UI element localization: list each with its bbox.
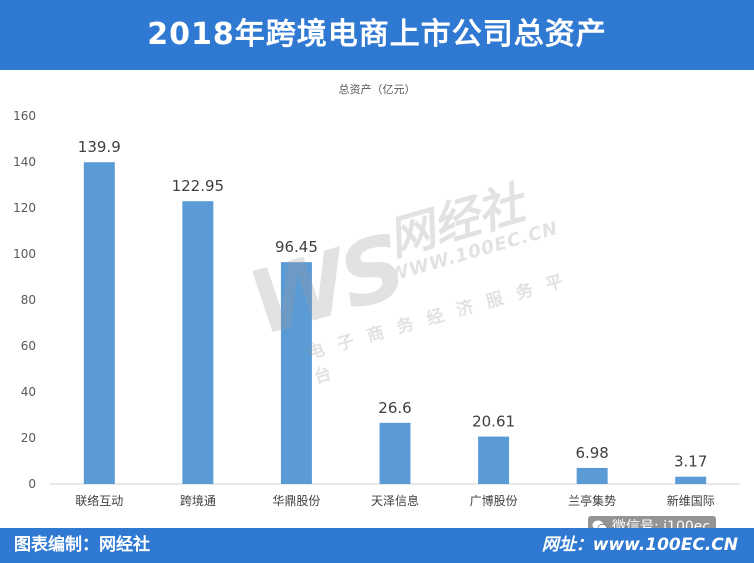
y-tick-label: 80 [21, 293, 36, 307]
category-label: 华鼎股份 [272, 494, 320, 508]
data-label: 26.6 [378, 399, 411, 417]
footer-credit: 图表编制：网经社 [14, 535, 150, 555]
data-label: 96.45 [275, 238, 318, 256]
x-axis: 联络互动 跨境通 华鼎股份 天泽信息 广博股份 兰亭集势 新维国际 [50, 483, 740, 508]
y-tick-label: 60 [21, 339, 36, 353]
y-tick-label: 0 [28, 477, 36, 491]
bar [379, 422, 411, 484]
data-label: 20.61 [472, 413, 515, 431]
data-label: 139.9 [78, 138, 121, 156]
y-tick-label: 20 [21, 431, 36, 445]
bar [478, 436, 510, 484]
y-tick-label: 120 [13, 201, 36, 215]
bar [280, 262, 312, 484]
bar [576, 467, 608, 484]
category-label: 广博股份 [470, 493, 518, 508]
y-tick-label: 160 [13, 109, 36, 123]
legend-label: 总资产（亿元） [339, 82, 416, 96]
data-label: 3.17 [674, 453, 707, 471]
category-label: 跨境通 [180, 493, 216, 508]
footer-website: 网址：www.100EC.CN [541, 535, 738, 555]
footer-band: 图表编制：网经社 网址：www.100EC.CN [0, 528, 754, 563]
category-label: 天泽信息 [371, 493, 419, 508]
y-tick-label: 40 [21, 385, 36, 399]
data-label: 6.98 [575, 444, 608, 462]
category-label: 联络互动 [75, 493, 123, 508]
bar [182, 201, 214, 484]
y-tick-label: 140 [13, 155, 36, 169]
bar [83, 162, 115, 485]
y-axis: 0 20 40 60 80 100 120 140 160 [13, 109, 36, 491]
data-labels: 139.9 122.95 96.45 26.6 20.61 6.98 3.17 [78, 138, 708, 470]
bars [83, 162, 707, 485]
y-tick-label: 100 [13, 247, 36, 261]
data-label: 122.95 [172, 177, 225, 195]
bar-chart: 总资产（亿元） 0 20 40 60 80 100 120 140 160 联络互动 跨境通 华鼎股… [13, 82, 740, 508]
category-label: 兰亭集势 [568, 493, 616, 508]
bar [675, 476, 707, 484]
page-title: 2018年跨境电商上市公司总资产 [147, 17, 607, 52]
header-band: 2018年跨境电商上市公司总资产 [0, 0, 754, 70]
category-label: 新维国际 [667, 493, 715, 508]
